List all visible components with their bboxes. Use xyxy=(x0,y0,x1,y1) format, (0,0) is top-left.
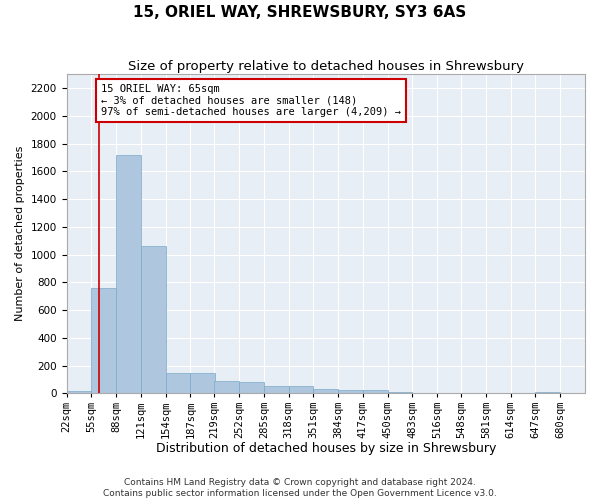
Text: 15 ORIEL WAY: 65sqm
← 3% of detached houses are smaller (148)
97% of semi-detach: 15 ORIEL WAY: 65sqm ← 3% of detached hou… xyxy=(101,84,401,117)
Bar xyxy=(190,372,215,394)
Bar xyxy=(363,390,388,394)
Bar xyxy=(239,382,264,394)
Bar xyxy=(166,372,190,394)
Bar xyxy=(535,392,560,394)
Title: Size of property relative to detached houses in Shrewsbury: Size of property relative to detached ho… xyxy=(128,60,524,73)
Bar xyxy=(388,392,412,394)
Text: Contains HM Land Registry data © Crown copyright and database right 2024.
Contai: Contains HM Land Registry data © Crown c… xyxy=(103,478,497,498)
Y-axis label: Number of detached properties: Number of detached properties xyxy=(15,146,25,322)
Text: 15, ORIEL WAY, SHREWSBURY, SY3 6AS: 15, ORIEL WAY, SHREWSBURY, SY3 6AS xyxy=(133,5,467,20)
Bar xyxy=(67,391,91,394)
X-axis label: Distribution of detached houses by size in Shrewsbury: Distribution of detached houses by size … xyxy=(155,442,496,455)
Bar xyxy=(313,388,338,394)
Bar xyxy=(264,386,289,394)
Bar xyxy=(214,381,239,394)
Bar xyxy=(289,386,313,394)
Bar xyxy=(141,246,166,394)
Bar xyxy=(412,393,437,394)
Bar xyxy=(91,288,116,394)
Bar xyxy=(116,154,141,394)
Bar xyxy=(338,390,363,394)
